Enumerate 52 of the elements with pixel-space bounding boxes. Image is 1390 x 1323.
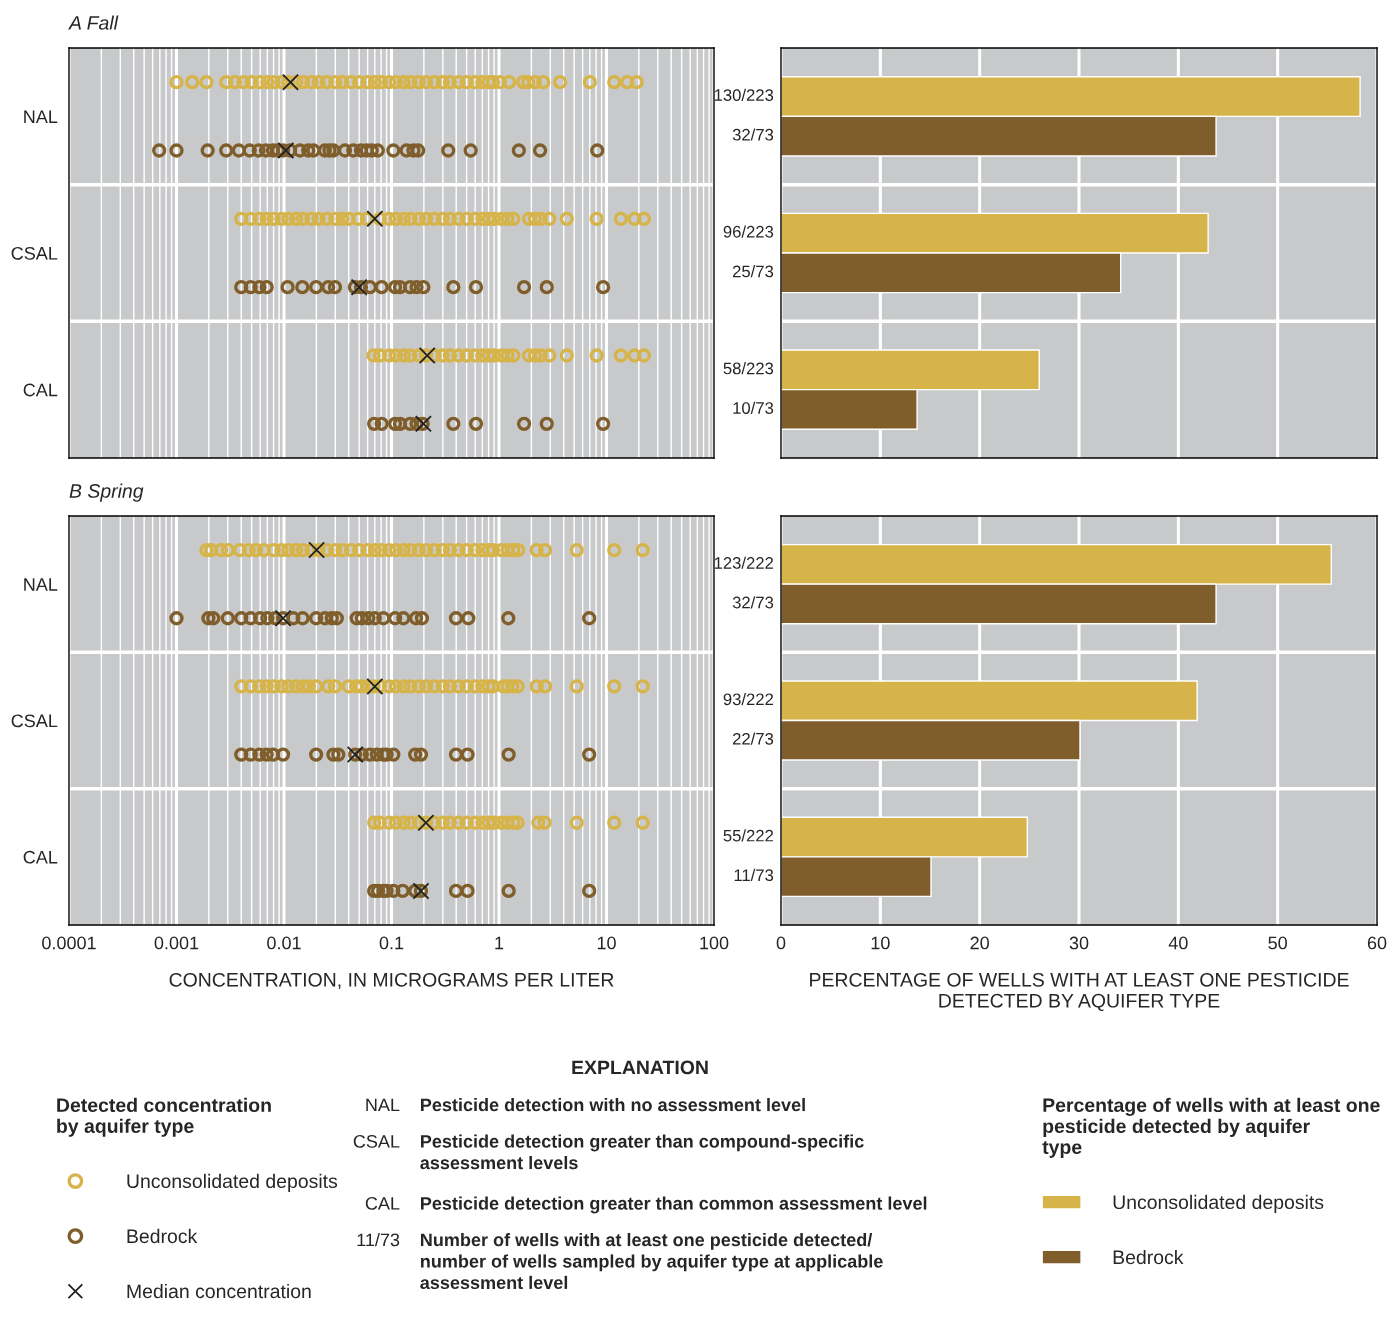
y-tick-label: NAL (24, 578, 58, 591)
x-tick-label: 0.01 (267, 936, 301, 950)
text: CAL (365, 1196, 400, 1210)
y-tick-label: CAL (23, 383, 58, 397)
x-tick-label: 1 (495, 936, 504, 950)
y-tick-label: CAL (23, 850, 58, 864)
text: Pesticide detection with no assessment level (421, 1098, 805, 1112)
data-label: 11/73 (734, 868, 774, 882)
data-label: 55/222 (723, 829, 774, 842)
y-tick-label: CSAL (11, 246, 58, 260)
chart-title: B Spring (69, 483, 144, 502)
legend-label: Unconsolidated deposits (127, 1173, 338, 1192)
x-tick-label: 0 (776, 936, 786, 950)
x-tick-label: 50 (1268, 936, 1287, 950)
text: Number of wells with at least one pesticide detected/ number of wells sampled by aquifer type at applicable assessment level (420, 1233, 883, 1290)
x-tick-label: 0.0001 (42, 936, 96, 950)
data-label: 58/223 (723, 362, 774, 375)
x-tick-label: 10 (597, 936, 616, 950)
text: Pesticide detection greater than compound-specific assessment levels (420, 1134, 864, 1170)
text: CSAL (353, 1134, 400, 1148)
data-label: 22/73 (732, 732, 774, 745)
text: EXPLANATION (572, 1060, 708, 1075)
data-label: 25/73 (732, 265, 774, 278)
legend-title: Percentage of wells with at least one pesticide detected by aquifer type (1042, 1097, 1380, 1158)
legend-label: Bedrock (127, 1228, 198, 1244)
legend-title: Detected concentration by aquifer type (57, 1097, 271, 1137)
data-label: 93/222 (723, 692, 774, 706)
x-axis-title: CONCENTRATION, IN MICROGRAMS PER LITER (169, 972, 614, 989)
x-tick-label: 0.1 (379, 936, 404, 950)
data-label: 123/222 (714, 556, 774, 569)
x-axis-title: PERCENTAGE OF WELLS WITH AT LEAST ONE PESTICIDE DETECTED BY AQUIFER TYPE (810, 972, 1349, 1012)
text: NAL (366, 1098, 400, 1112)
x-tick-label: 0.001 (154, 936, 199, 950)
text: 11/73 (357, 1233, 400, 1247)
legend-label: Bedrock (1113, 1249, 1184, 1265)
data-label: 32/73 (732, 128, 774, 141)
x-tick-label: 60 (1367, 936, 1387, 950)
x-tick-label: 10 (871, 936, 890, 950)
x-tick-label: 40 (1168, 936, 1188, 950)
data-label: 96/223 (723, 225, 774, 238)
legend-label: Median concentration (127, 1283, 311, 1299)
text: Pesticide detection greater than common assessment level (421, 1196, 927, 1214)
y-tick-label: NAL (24, 110, 58, 123)
x-tick-label: 20 (970, 936, 989, 950)
data-label: 32/73 (732, 596, 774, 609)
legend-label: Unconsolidated deposits (1113, 1194, 1324, 1213)
x-tick-label: 100 (700, 936, 729, 950)
x-tick-label: 30 (1069, 936, 1089, 950)
data-label: 130/223 (714, 88, 774, 101)
chart-title: A Fall (68, 15, 119, 30)
data-label: 10/73 (733, 401, 774, 414)
y-tick-label: CSAL (11, 714, 58, 728)
